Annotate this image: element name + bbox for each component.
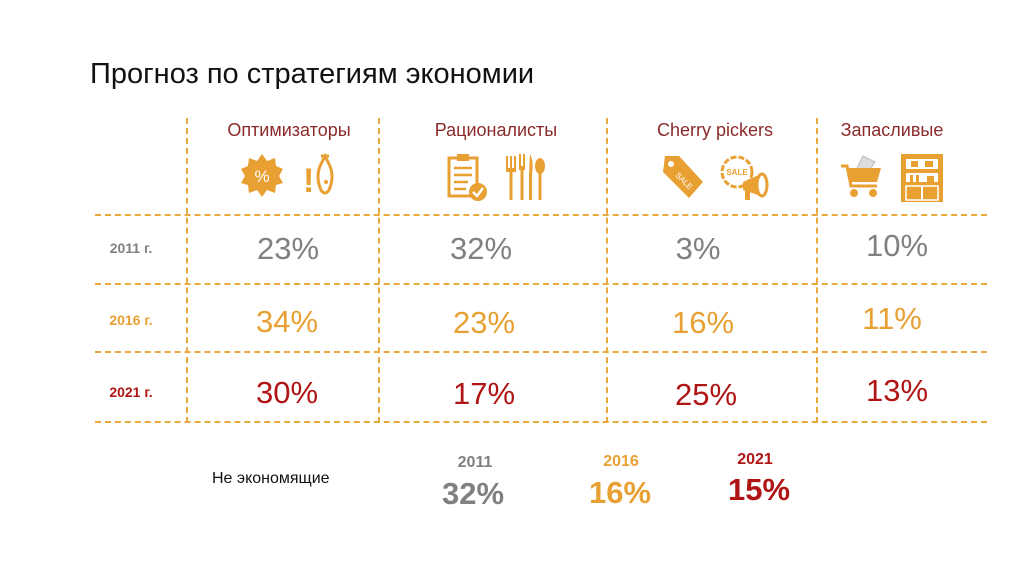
icon-group-hoarders bbox=[792, 152, 992, 204]
grid-hline bbox=[95, 421, 987, 423]
cell-2016-hoarders: 11% bbox=[862, 301, 922, 336]
footer-year-2011: 2011 bbox=[457, 454, 493, 471]
fish-icon: ! bbox=[303, 152, 334, 198]
column-header-cherry-pickers: Cherry pickers bbox=[656, 120, 774, 140]
cell-2021-rationalists: 17% bbox=[452, 376, 516, 411]
grid-vline bbox=[606, 118, 608, 423]
grid-hline bbox=[95, 351, 987, 353]
icon-group-optimizers: % ! bbox=[189, 152, 389, 198]
footer-year-2016: 2016 bbox=[603, 453, 639, 470]
icon-group-cherry-pickers: SALE SALE bbox=[615, 152, 815, 202]
page-title: Прогноз по стратегиям экономии bbox=[90, 58, 535, 90]
row-label-2011: 2011 г. bbox=[109, 240, 153, 256]
sale-megaphone-icon: SALE bbox=[720, 155, 769, 200]
cell-2011-rationalists: 32% bbox=[449, 231, 513, 266]
non-saving-label: Не экономящие bbox=[212, 470, 330, 487]
grid-hline bbox=[95, 214, 987, 216]
cell-2011-cherry-pickers: 3% bbox=[675, 231, 721, 266]
cell-2021-cherry-pickers: 25% bbox=[674, 377, 738, 412]
footer-value-2011: 32% bbox=[441, 476, 505, 511]
footer-value-2016: 16% bbox=[588, 475, 652, 510]
grid-vline bbox=[816, 118, 818, 423]
grid-vline bbox=[378, 118, 380, 423]
percent-badge-icon: % bbox=[241, 154, 283, 197]
percent-text: % bbox=[254, 167, 269, 186]
checklist-clipboard-icon bbox=[447, 154, 487, 201]
grid-hline bbox=[95, 283, 987, 285]
cell-2016-optimizers: 34% bbox=[255, 304, 319, 339]
column-header-hoarders: Запасливые bbox=[840, 120, 944, 140]
exclamation-text: ! bbox=[303, 162, 314, 198]
column-header-rationalists: Рационалисты bbox=[434, 120, 558, 140]
cell-2016-cherry-pickers: 16% bbox=[671, 305, 735, 340]
cell-2021-hoarders: 13% bbox=[865, 373, 929, 408]
shopping-cart-icon bbox=[841, 155, 881, 197]
icon-group-rationalists bbox=[396, 152, 596, 202]
footer-value-2021: 15% bbox=[727, 472, 791, 507]
footer-year-2021: 2021 bbox=[737, 451, 773, 468]
column-header-optimizers: Оптимизаторы bbox=[227, 120, 351, 140]
grid-vline bbox=[186, 118, 188, 423]
cell-2011-hoarders: 10% bbox=[865, 228, 929, 263]
cutlery-icon bbox=[506, 154, 545, 200]
cell-2021-optimizers: 30% bbox=[255, 375, 319, 410]
sale-text: SALE bbox=[726, 168, 748, 177]
sale-tag-icon: SALE bbox=[663, 156, 703, 198]
cell-2011-optimizers: 23% bbox=[256, 231, 320, 266]
pantry-cabinet-icon bbox=[901, 154, 943, 202]
row-label-2016: 2016 г. bbox=[109, 312, 153, 328]
row-label-2021: 2021 г. bbox=[109, 384, 153, 400]
cell-2016-rationalists: 23% bbox=[452, 305, 516, 340]
